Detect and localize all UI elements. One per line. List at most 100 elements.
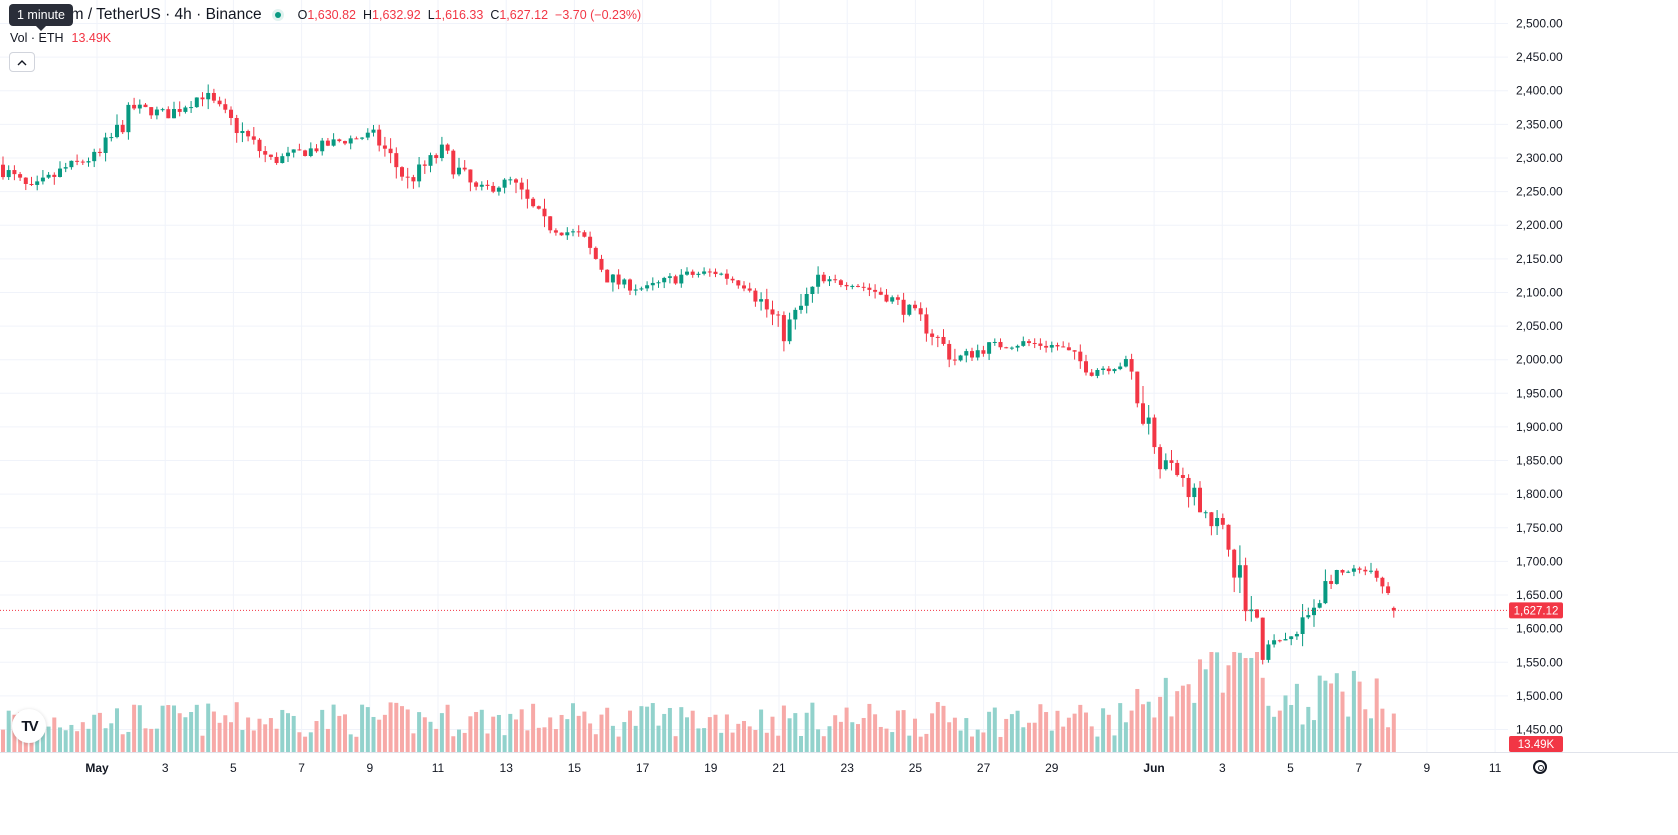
price-tick-label: 1,500.00 <box>1516 689 1563 703</box>
candle-body <box>1118 366 1123 370</box>
gear-icon[interactable] <box>1533 760 1547 774</box>
candle-body <box>417 164 422 182</box>
candle-body <box>650 282 655 286</box>
symbol-legend[interactable]: um / TetherUS · 4h · Binance O1,630.82 H… <box>10 6 641 24</box>
candle-body <box>348 138 353 144</box>
volume-bar <box>1294 683 1299 752</box>
volume-bar <box>1323 680 1328 752</box>
candle-body <box>63 167 68 169</box>
volume-bar <box>605 707 610 752</box>
candle-body <box>502 179 507 188</box>
candle-body <box>861 286 866 288</box>
candle-body <box>434 155 439 159</box>
candle-body <box>1380 577 1385 587</box>
volume-bar <box>474 711 479 752</box>
volume-bar <box>1386 727 1391 752</box>
volume-bar <box>1357 681 1362 752</box>
candle-body <box>160 109 165 111</box>
volume-bar <box>833 715 838 752</box>
candle-body <box>531 198 536 207</box>
volume-bar <box>206 703 211 752</box>
candle-body <box>827 279 832 282</box>
volume-bar <box>941 705 946 752</box>
candle-body <box>987 342 992 354</box>
candle-body <box>747 288 752 291</box>
volume-bar <box>878 726 883 752</box>
volume-bar <box>1351 670 1356 752</box>
candle-body <box>1101 368 1106 371</box>
candle-body <box>206 92 211 100</box>
candle-body <box>645 285 650 289</box>
candle-body <box>964 351 969 356</box>
time-tick-label: 17 <box>636 761 650 775</box>
candle-body <box>405 176 410 178</box>
candle-body <box>35 181 40 185</box>
candle-body <box>856 285 860 287</box>
collapse-legend-button[interactable] <box>9 52 35 72</box>
price-tick-label: 2,350.00 <box>1516 117 1563 131</box>
candle-body <box>662 277 667 283</box>
candle-body <box>246 130 251 137</box>
candle-body <box>559 232 564 236</box>
volume-bar <box>690 710 695 752</box>
volume-bar <box>229 722 233 752</box>
candle-body <box>1243 565 1248 612</box>
volume-bar <box>371 716 376 752</box>
chevron-up-icon <box>17 59 27 65</box>
volume-legend[interactable]: Vol · ETH 13.49K <box>10 31 111 45</box>
volume-bar <box>656 725 661 752</box>
time-tick-label: 23 <box>841 761 855 775</box>
candle-body <box>274 156 279 164</box>
volume-bar <box>422 717 427 752</box>
candle-body <box>821 274 826 282</box>
volume-bar <box>75 731 80 752</box>
volume-bar <box>69 724 74 752</box>
candle-body <box>1312 607 1316 616</box>
candle-body <box>633 289 638 291</box>
volume-bar <box>1380 708 1385 752</box>
volume-bar <box>958 730 963 752</box>
candle-body <box>12 170 17 175</box>
candle-body <box>126 104 131 133</box>
volume-bar <box>525 730 530 752</box>
candle-body <box>1260 617 1265 660</box>
volume-bar <box>360 704 365 752</box>
volume-bar <box>491 716 496 752</box>
price-tick-label: 1,800.00 <box>1516 487 1563 501</box>
candle-body <box>445 144 450 151</box>
candle-body <box>1277 640 1282 642</box>
candle-body <box>884 294 889 302</box>
symbol-title[interactable]: um / TetherUS · 4h · Binance <box>62 6 262 23</box>
tradingview-logo[interactable]: TV <box>12 709 46 743</box>
volume-bar <box>1374 678 1379 752</box>
volume-bar <box>895 710 900 752</box>
candle-body <box>753 290 758 302</box>
candle-body <box>40 177 45 182</box>
candle-body <box>337 139 342 142</box>
candle-body <box>120 124 125 133</box>
volume-bar <box>816 729 821 752</box>
volume-bar <box>1089 726 1094 752</box>
candle-body <box>394 153 399 168</box>
volume-bar <box>343 714 347 752</box>
candle-body <box>1095 370 1100 376</box>
volume-bar <box>1346 716 1351 752</box>
candle-body <box>1015 345 1020 348</box>
candle-body <box>194 97 199 108</box>
high-label: H <box>363 8 373 22</box>
volume-bar <box>246 717 251 752</box>
candle-body <box>719 273 724 275</box>
candlesticks <box>1 84 1396 665</box>
volume-bar <box>120 734 125 752</box>
candle-body <box>75 160 80 162</box>
time-tick-label: 27 <box>977 761 991 775</box>
price-tick-label: 1,900.00 <box>1516 420 1563 434</box>
volume-bar <box>764 732 769 752</box>
candle-body <box>656 282 661 284</box>
close-label: C <box>490 8 500 22</box>
volume-bar <box>650 703 655 752</box>
candle-body <box>137 104 142 109</box>
volume-bar <box>713 714 718 752</box>
volume-bar <box>696 728 701 752</box>
